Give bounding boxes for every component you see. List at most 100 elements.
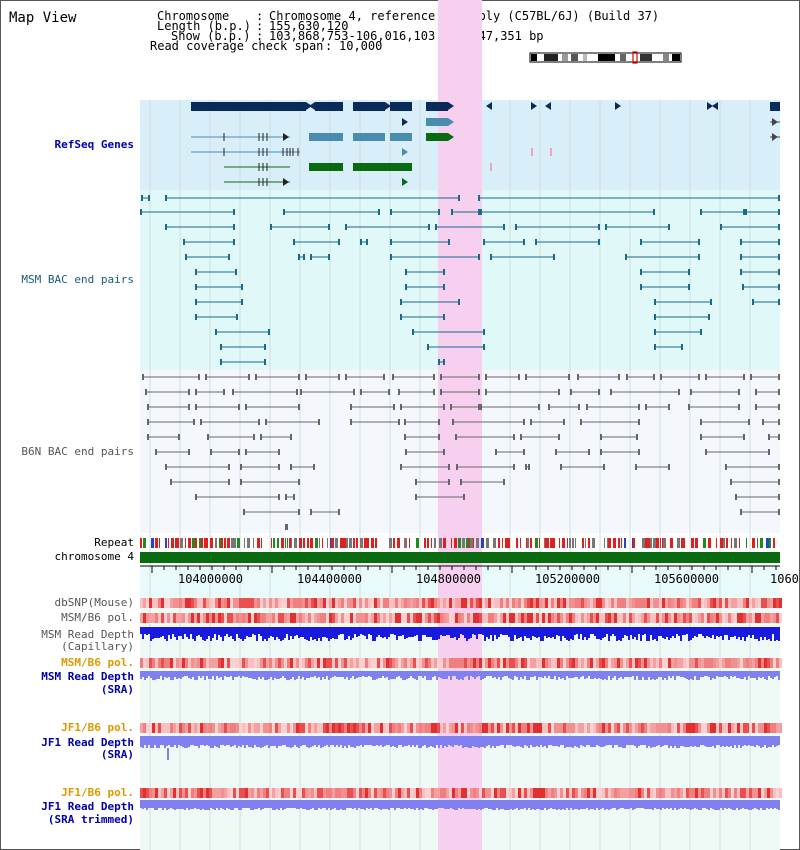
jf1-b6-pol-trim-heat-cell bbox=[311, 788, 314, 798]
jf1-depth-trim-bar bbox=[182, 800, 184, 809]
jf1-b6-pol-trim-heat-cell bbox=[602, 788, 605, 798]
jf1-depth-trim-bar bbox=[432, 800, 434, 810]
msm-depth-capillary-bar bbox=[644, 627, 646, 634]
dbsnp-heat-cell bbox=[569, 598, 572, 608]
msm-depth-capillary-bar bbox=[444, 627, 446, 636]
msm-b6-pol-sra-heat-cell bbox=[284, 658, 287, 668]
msm-depth-sra-bar bbox=[722, 671, 724, 677]
msm-depth-capillary-bar bbox=[600, 627, 602, 640]
msm-depth-capillary-bar bbox=[546, 627, 548, 638]
msm-b6-pol-heat-cell bbox=[278, 613, 281, 623]
msm-depth-sra-bar bbox=[272, 671, 274, 680]
msm-b6-pol-sra-heat-cell bbox=[224, 658, 227, 668]
msm-b6-pol-sra-heat-cell bbox=[533, 658, 536, 668]
msm-bac-pair-end bbox=[443, 314, 445, 320]
msm-b6-pol-heat-cell bbox=[533, 613, 536, 623]
jf1-depth-trim-bar bbox=[712, 800, 714, 809]
msm-depth-sra-bar bbox=[422, 671, 424, 678]
msm-b6-pol-heat-cell bbox=[356, 613, 359, 623]
jf1-depth-sra-bar bbox=[516, 736, 518, 746]
msm-depth-sra-bar bbox=[602, 671, 604, 680]
msm-depth-capillary-bar bbox=[172, 627, 174, 634]
repeat-element bbox=[234, 538, 236, 548]
repeat-element bbox=[493, 538, 496, 548]
repeat-element bbox=[231, 538, 234, 548]
msm-depth-sra-bar bbox=[352, 671, 354, 676]
jf1-depth-trim-bar bbox=[566, 800, 568, 808]
label-jf1-depth-sra-2: (SRA) bbox=[100, 748, 134, 761]
msm-depth-sra-bar bbox=[662, 671, 664, 680]
msm-depth-capillary-bar bbox=[214, 627, 216, 634]
jf1-b6-pol-trim-heat-cell bbox=[767, 788, 770, 798]
jf1-depth-trim-bar bbox=[412, 800, 414, 809]
jf1-depth-trim-bar bbox=[322, 800, 324, 808]
msm-b6-pol-sra-heat-cell bbox=[698, 658, 701, 668]
jf1-depth-sra-bar bbox=[542, 736, 544, 747]
jf1-b6-pol-trim-heat-cell bbox=[536, 788, 539, 798]
msm-depth-sra-bar bbox=[660, 671, 662, 677]
msm-b6-pol-sra-heat-cell bbox=[380, 658, 383, 668]
dbsnp-heat-cell bbox=[434, 598, 437, 608]
msm-depth-sra-bar bbox=[278, 671, 280, 679]
label-refseq-genes[interactable]: RefSeq Genes bbox=[54, 138, 134, 151]
jf1-b6-pol-trim-heat-cell bbox=[734, 788, 737, 798]
jf1-b6-pol-heat-cell bbox=[335, 723, 338, 733]
msm-b6-pol-heat-cell bbox=[296, 613, 299, 623]
repeat-element bbox=[171, 538, 174, 548]
msm-b6-pol-heat-cell bbox=[368, 613, 371, 623]
label-b6n-bac[interactable]: B6N BAC end pairs bbox=[21, 445, 134, 458]
jf1-depth-trim-bar bbox=[512, 800, 514, 810]
msm-b6-pol-sra-heat-cell bbox=[332, 658, 335, 668]
msm-depth-capillary-bar bbox=[586, 627, 588, 640]
msm-depth-sra-bar bbox=[364, 671, 366, 677]
jf1-depth-trim-bar bbox=[510, 800, 512, 809]
msm-b6-pol-heat-cell bbox=[476, 613, 479, 623]
jf1-depth-trim-bar bbox=[540, 800, 542, 810]
b6n-bac-pair-end bbox=[485, 374, 487, 380]
msm-b6-pol-heat-cell bbox=[641, 613, 644, 623]
dbsnp-heat-cell bbox=[464, 598, 467, 608]
jf1-depth-sra-bar bbox=[292, 736, 294, 747]
msm-depth-capillary-bar bbox=[336, 627, 338, 639]
msm-b6-pol-heat-cell bbox=[197, 613, 200, 623]
msm-bac-pair-end bbox=[483, 239, 485, 245]
msm-b6-pol-sra-heat-cell bbox=[608, 658, 611, 668]
msm-b6-pol-heat-cell bbox=[374, 613, 377, 623]
msm-bac-pair-end bbox=[345, 224, 347, 230]
dbsnp-heat-cell bbox=[758, 598, 761, 608]
repeat-element bbox=[393, 538, 395, 548]
repeat-element bbox=[470, 538, 473, 548]
msm-b6-pol-heat-cell bbox=[620, 613, 623, 623]
jf1-depth-trim-bar bbox=[576, 800, 578, 809]
dbsnp-heat-cell bbox=[524, 598, 527, 608]
msm-depth-sra-bar bbox=[770, 671, 772, 678]
msm-depth-capillary-bar bbox=[174, 627, 176, 637]
jf1-depth-trim-bar bbox=[298, 800, 300, 809]
msm-b6-pol-sra-heat-cell bbox=[287, 658, 290, 668]
jf1-b6-pol-heat-cell bbox=[470, 723, 473, 733]
b6n-bac-pair-end bbox=[443, 404, 445, 410]
jf1-b6-pol-heat-cell bbox=[554, 723, 557, 733]
msm-b6-pol-sra-heat-cell bbox=[458, 658, 461, 668]
jf1-b6-pol-heat-cell bbox=[581, 723, 584, 733]
msm-depth-capillary-bar bbox=[774, 627, 776, 641]
msm-depth-sra-bar bbox=[480, 671, 482, 680]
msm-b6-pol-heat-cell bbox=[317, 613, 320, 623]
label-msm-depth-capillary-1: MSM Read Depth bbox=[41, 628, 134, 641]
msm-b6-pol-sra-heat-cell bbox=[293, 658, 296, 668]
jf1-depth-trim-bar bbox=[678, 800, 680, 809]
gene-arrow bbox=[531, 102, 537, 110]
jf1-depth-sra-bar bbox=[380, 736, 382, 745]
jf1-depth-sra-bar bbox=[570, 736, 572, 747]
msm-depth-sra-bar bbox=[502, 671, 504, 677]
msm-depth-capillary-bar bbox=[142, 627, 144, 639]
jf1-depth-trim-bar bbox=[446, 800, 448, 809]
dbsnp-heat-cell bbox=[776, 598, 779, 608]
msm-b6-pol-heat-cell bbox=[245, 613, 248, 623]
label-msm-bac[interactable]: MSM BAC end pairs bbox=[21, 273, 134, 286]
jf1-depth-trim-bar bbox=[550, 800, 552, 808]
msm-depth-sra-bar bbox=[182, 671, 184, 677]
msm-depth-capillary-bar bbox=[238, 627, 240, 638]
msm-depth-sra-bar bbox=[728, 671, 730, 679]
